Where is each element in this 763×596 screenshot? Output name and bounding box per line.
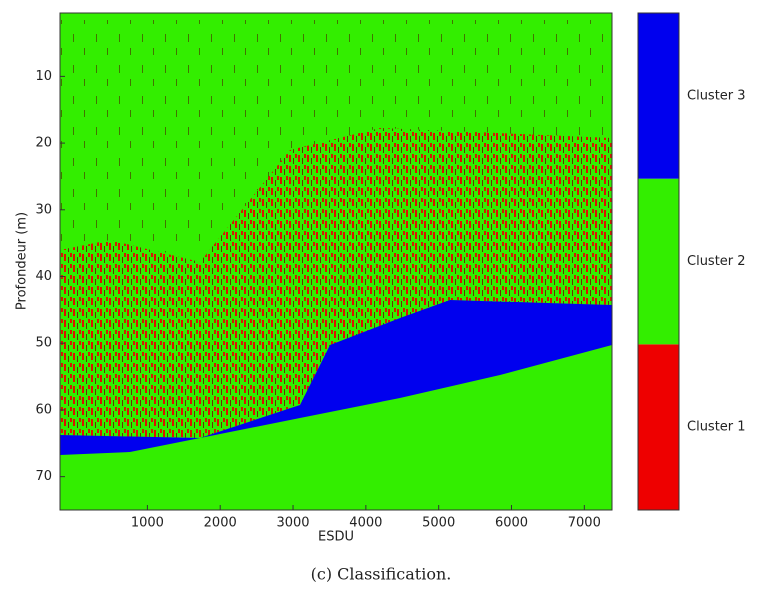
y-tick-label: 20 [35,136,52,151]
x-tick-label: 5000 [422,516,455,531]
y-tick-label: 30 [35,202,52,217]
caption: (c) Classification. [311,565,452,584]
x-tick-label: 3000 [276,516,309,531]
colorbar-label: Cluster 1 [687,420,746,435]
colorbar-segment [638,178,679,345]
y-tick-label: 40 [35,269,52,284]
cluster-band [60,300,612,455]
plot-frame [59,12,613,511]
heatmap-image [60,13,612,510]
x-tick-label: 4000 [349,516,382,531]
colorbar-segment [638,344,679,510]
y-tick-label: 10 [35,69,52,84]
x-tick-label: 1000 [131,516,164,531]
y-tick-label: 60 [35,402,52,417]
x-tick-label: 6000 [495,516,528,531]
colorbar-label: Cluster 3 [687,88,746,103]
x-tick-label: 7000 [568,516,601,531]
colorbar-frame [637,12,680,511]
x-axis-label: ESDU [318,530,354,545]
mixed-region [60,128,612,438]
colorbar-label: Cluster 2 [687,254,746,269]
x-tick-label: 2000 [204,516,237,531]
y-tick-label: 70 [35,469,52,484]
y-tick-label: 50 [35,336,52,351]
colorbar: Cluster 1 Cluster 2 Cluster 3 [638,13,746,510]
y-axis-label: Profondeur (m) [15,212,30,310]
colorbar-segment [638,13,679,179]
